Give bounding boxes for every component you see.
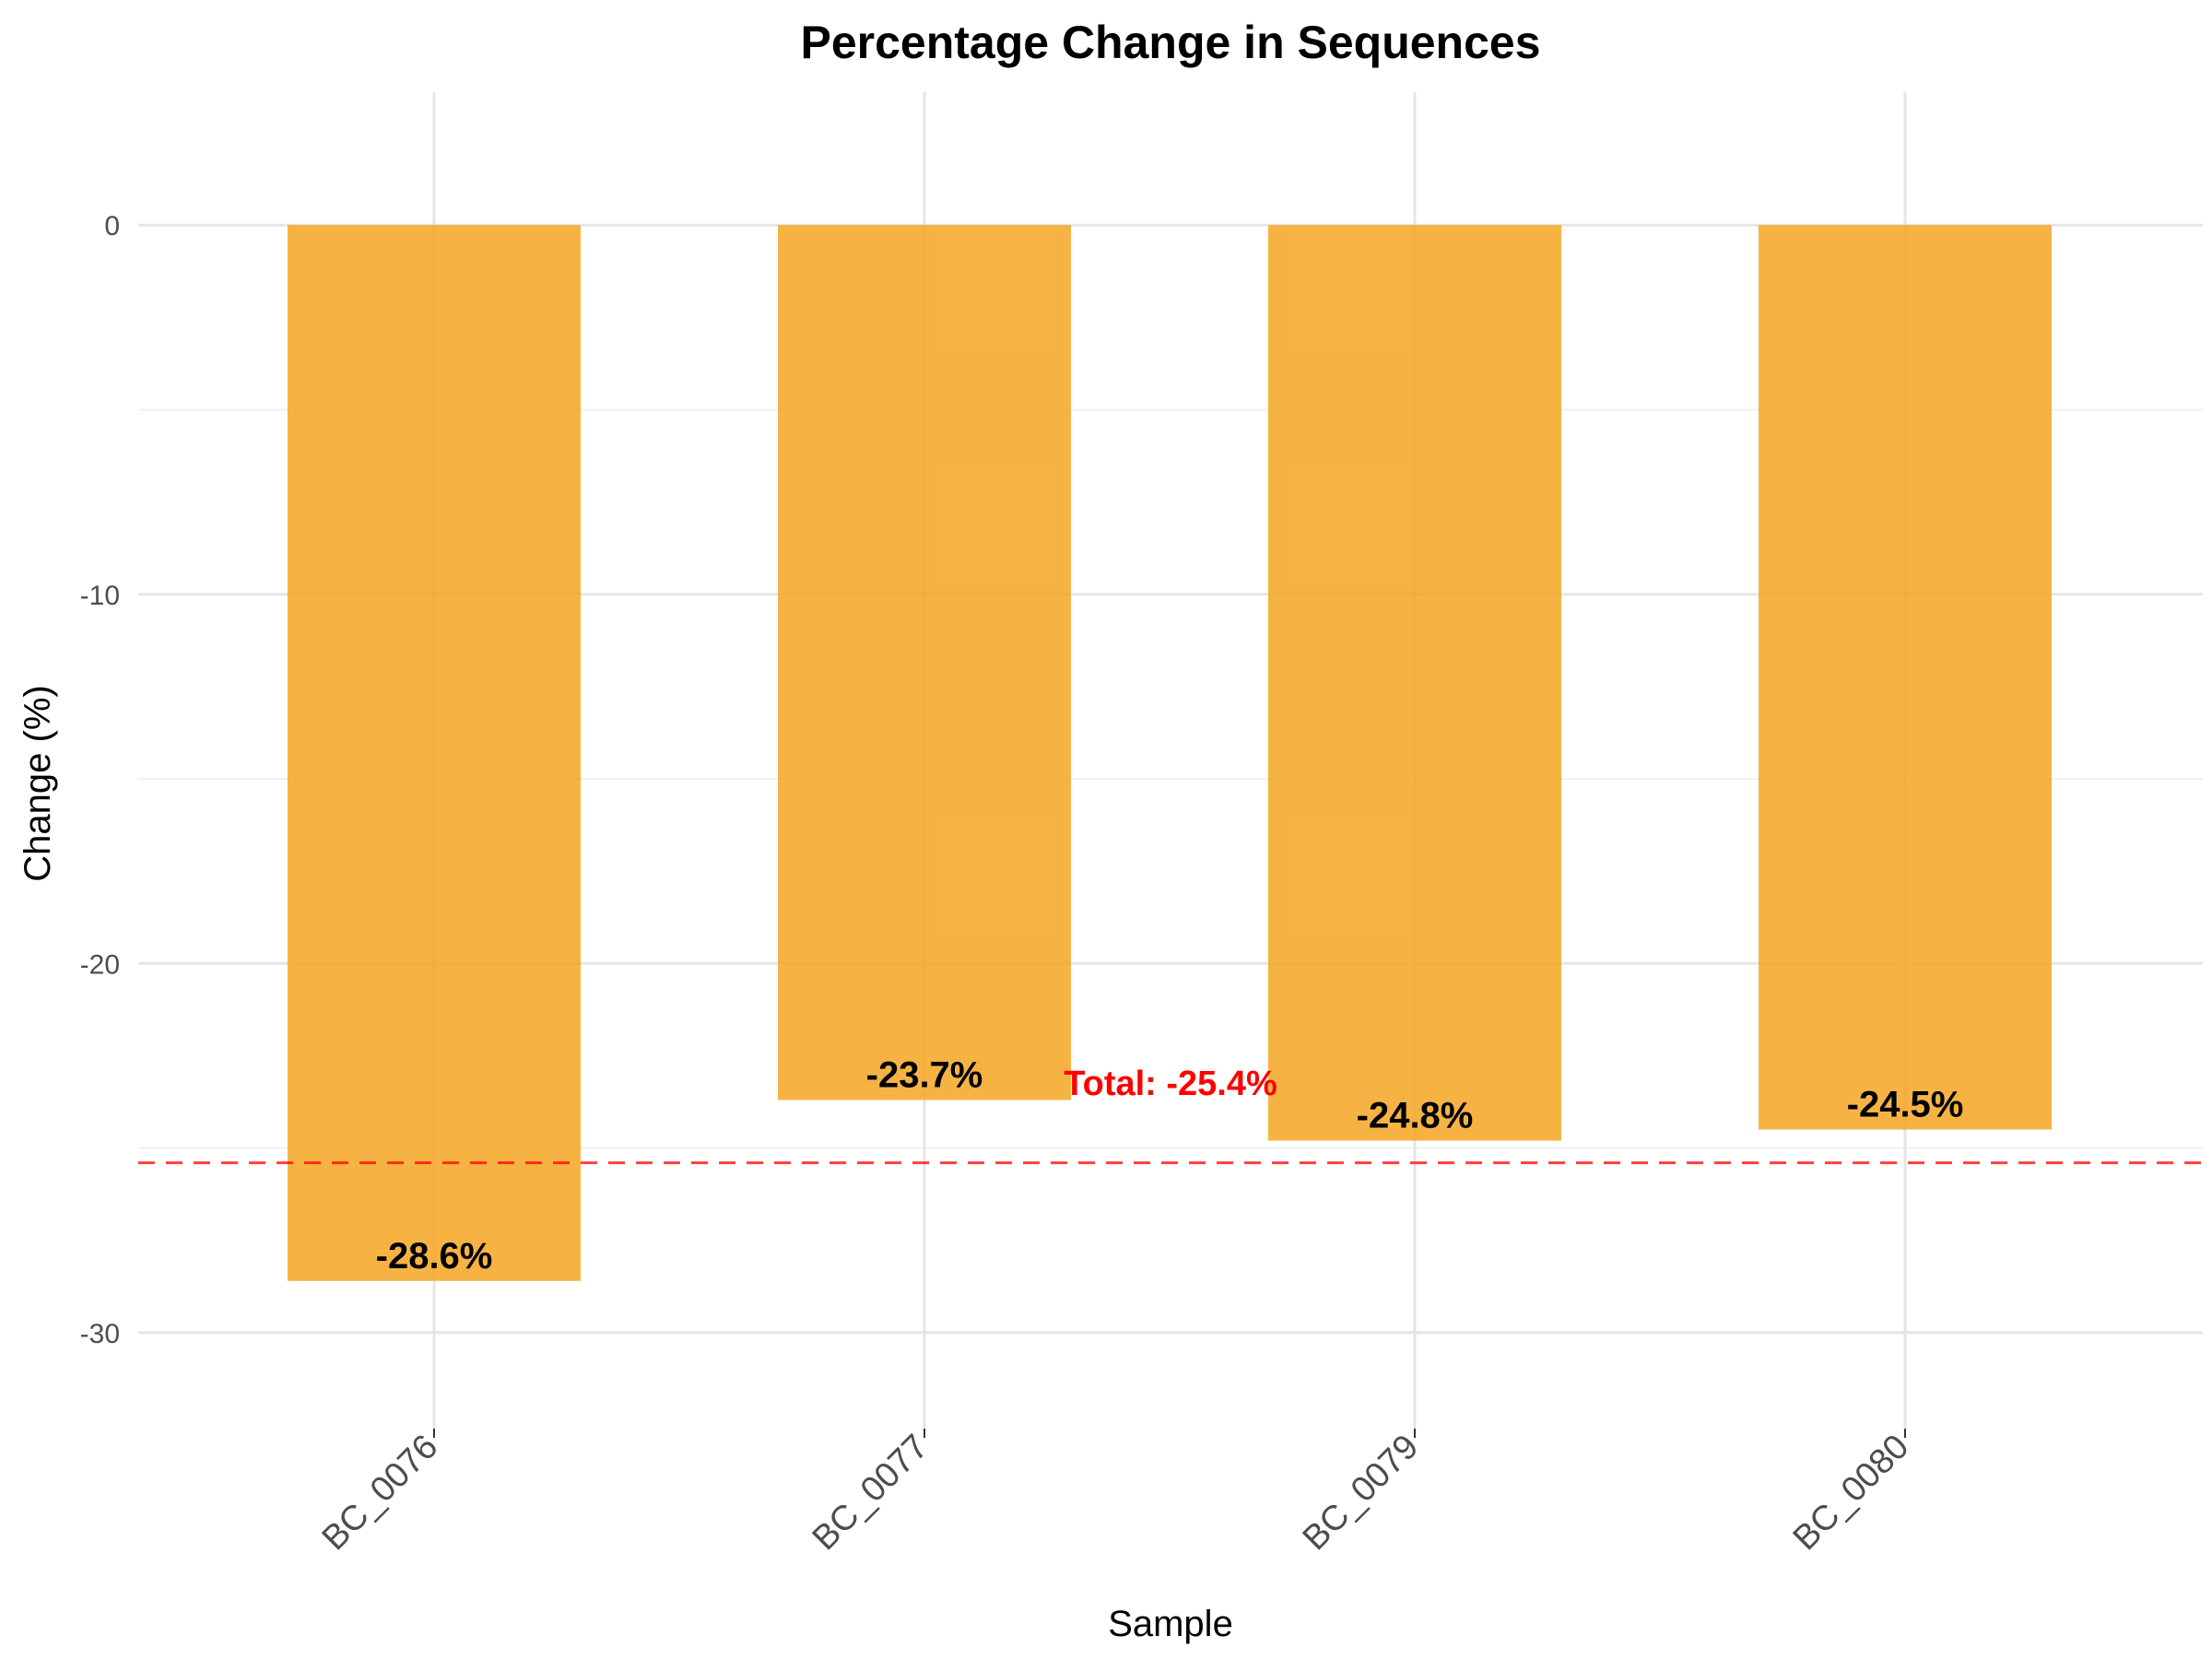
y-tick-label: -30 <box>80 1319 120 1349</box>
reference-line-group: Total: -25.4% <box>138 1065 2203 1165</box>
x-axis-ticks: BC_0076 BC_0077 BC_0079 BC_0080 <box>315 1428 1917 1559</box>
data-label-bc-0076: -28.6% <box>376 1236 493 1277</box>
data-labels: -28.6% -23.7% -24.8% -24.5% <box>376 1055 1964 1277</box>
bar-bc-0077 <box>778 225 1071 1100</box>
x-tick-label-bc-0079: BC_0079 <box>1296 1428 1427 1559</box>
chart-title: Percentage Change in Sequences <box>800 17 1540 68</box>
y-axis-ticks: 0 -10 -20 -30 <box>80 211 120 1349</box>
data-label-bc-0077: -23.7% <box>866 1055 983 1096</box>
x-tick-label-bc-0077: BC_0077 <box>806 1428 936 1559</box>
y-axis-title: Change (%) <box>18 685 58 881</box>
bars <box>288 225 2052 1281</box>
reference-line-label: Total: -25.4% <box>1064 1065 1277 1103</box>
bar-bc-0080 <box>1759 225 2052 1130</box>
data-label-bc-0080: -24.5% <box>1847 1085 1964 1125</box>
y-tick-label: -10 <box>80 581 120 611</box>
x-tick-label-bc-0080: BC_0080 <box>1786 1428 1917 1559</box>
x-axis-title: Sample <box>1108 1604 1233 1644</box>
y-tick-label: 0 <box>104 211 120 241</box>
x-tick-label-bc-0076: BC_0076 <box>315 1428 446 1559</box>
data-label-bc-0079: -24.8% <box>1357 1096 1474 1136</box>
bar-bc-0079 <box>1268 225 1561 1141</box>
y-tick-label: -20 <box>80 949 120 980</box>
bar-bc-0076 <box>288 225 581 1281</box>
